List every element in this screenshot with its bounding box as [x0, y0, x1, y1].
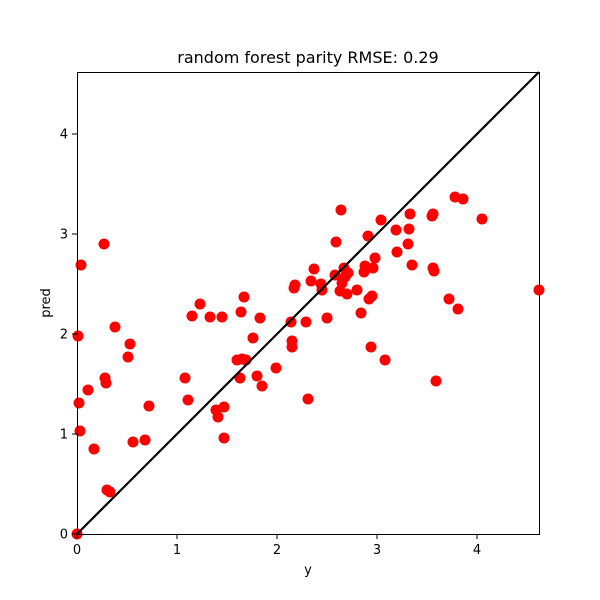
data-point-6: [88, 443, 100, 455]
y-axis-label: pred: [39, 288, 54, 318]
data-point-61: [355, 307, 367, 319]
y-tick-label-2: 2: [60, 328, 68, 343]
x-axis-label: y: [304, 563, 312, 578]
x-tick-label-1: 1: [173, 543, 181, 558]
data-point-9: [100, 377, 112, 389]
chart-title: random forest parity RMSE: 0.29: [177, 48, 438, 67]
x-tick-label-3: 3: [373, 543, 381, 558]
x-axis: 0 1 2 3 4: [73, 534, 481, 558]
scatter-points: [71, 191, 545, 540]
x-tick-label-2: 2: [273, 543, 281, 558]
data-point-59: [342, 267, 354, 279]
data-point-12: [109, 321, 121, 333]
data-point-22: [204, 311, 216, 323]
data-point-26: [218, 432, 230, 444]
data-point-60: [351, 284, 363, 296]
data-point-21: [194, 298, 206, 310]
data-point-74: [402, 238, 414, 250]
data-point-77: [406, 259, 418, 271]
data-point-73: [391, 246, 403, 258]
data-point-30: [235, 306, 247, 318]
data-point-82: [430, 375, 442, 387]
data-point-19: [182, 394, 194, 406]
y-tick-label-1: 1: [60, 428, 68, 443]
data-point-16: [139, 434, 151, 446]
data-point-76: [404, 208, 416, 220]
data-point-86: [457, 193, 469, 205]
data-point-54: [335, 204, 347, 216]
data-point-38: [270, 362, 282, 374]
data-point-36: [254, 312, 266, 324]
x-tick-label-4: 4: [473, 543, 481, 558]
data-point-87: [476, 213, 488, 225]
data-point-5: [82, 384, 94, 396]
data-point-69: [369, 252, 381, 264]
data-point-25: [216, 311, 228, 323]
data-point-24: [212, 411, 224, 423]
data-point-37: [256, 380, 268, 392]
data-point-41: [286, 341, 298, 353]
data-point-17: [143, 400, 155, 412]
data-point-85: [452, 303, 464, 315]
y-tick-label-4: 4: [60, 128, 68, 143]
data-point-58: [341, 288, 353, 300]
data-point-52: [330, 236, 342, 248]
data-point-7: [98, 238, 110, 250]
data-point-45: [302, 393, 314, 405]
data-point-71: [379, 354, 391, 366]
data-point-83: [443, 293, 455, 305]
data-point-15: [127, 436, 139, 448]
y-tick-label-3: 3: [60, 228, 68, 243]
data-point-11: [104, 486, 116, 498]
data-point-35: [251, 370, 263, 382]
data-point-79: [427, 208, 439, 220]
data-point-72: [390, 224, 402, 236]
data-point-46: [305, 275, 317, 287]
data-point-70: [375, 214, 387, 226]
data-point-39: [285, 316, 297, 328]
data-point-68: [367, 262, 379, 274]
data-point-4: [75, 259, 87, 271]
data-point-13: [122, 351, 134, 363]
parity-reference-line: [76, 71, 540, 535]
data-point-27: [218, 401, 230, 413]
data-point-32: [238, 291, 250, 303]
plot-frame: [77, 72, 540, 535]
data-point-3: [74, 425, 86, 437]
y-tick-label-0: 0: [60, 528, 68, 543]
x-tick-label-0: 0: [73, 543, 81, 558]
data-point-67: [366, 290, 378, 302]
data-point-44: [300, 316, 312, 328]
data-point-47: [308, 263, 320, 275]
data-point-66: [365, 341, 377, 353]
data-point-2: [73, 397, 85, 409]
data-point-20: [186, 310, 198, 322]
data-point-43: [289, 279, 301, 291]
data-point-75: [403, 223, 415, 235]
data-point-81: [428, 265, 440, 277]
data-point-34: [247, 332, 259, 344]
y-axis: 0 1 2 3 4: [60, 128, 77, 543]
data-point-14: [124, 338, 136, 350]
data-point-50: [321, 312, 333, 324]
data-point-18: [179, 372, 191, 384]
